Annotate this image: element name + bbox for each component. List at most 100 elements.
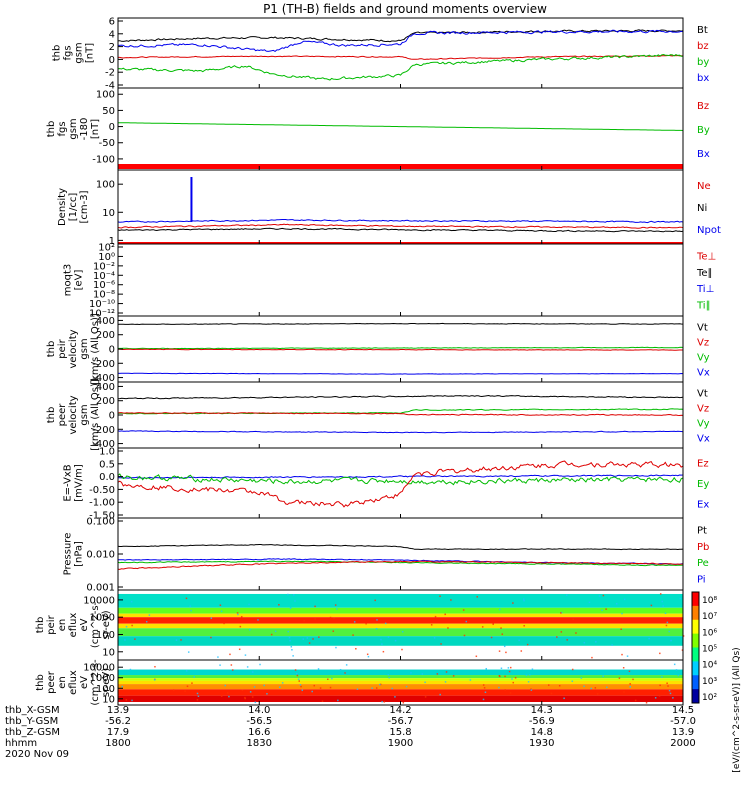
peir_eflux-pixel bbox=[620, 628, 622, 630]
peir_eflux-pixel bbox=[623, 598, 626, 601]
peer_eflux-pixel bbox=[421, 673, 424, 675]
density-legend-1: Ni bbox=[697, 203, 707, 214]
peir_eflux-ylabel-line: peir bbox=[46, 614, 57, 634]
fgs-legend-2: by bbox=[697, 57, 709, 68]
peir_eflux-pixel bbox=[257, 619, 259, 621]
peir_eflux-pixel bbox=[314, 605, 316, 608]
fgs-ylabel-line: thb bbox=[52, 45, 63, 62]
peer_eflux-pixel bbox=[387, 674, 390, 676]
peer_eflux-pixel bbox=[583, 685, 585, 688]
peir_eflux-pixel bbox=[318, 636, 320, 638]
peer_eflux-band bbox=[118, 669, 683, 676]
efield-ytick-label: -1.50 bbox=[89, 511, 115, 522]
efield-ytick-label: 1.0 bbox=[99, 447, 115, 458]
peir_eflux-pixel bbox=[475, 655, 478, 658]
pressure-series-pb bbox=[117, 560, 684, 570]
peir_eflux-pixel bbox=[440, 643, 442, 645]
peer_eflux-ytick-label: 10 bbox=[102, 694, 115, 705]
peir_eflux-pixel bbox=[682, 635, 685, 637]
peir_eflux-pixel bbox=[583, 641, 586, 644]
peer_eflux-pixel bbox=[590, 687, 593, 690]
peer_eflux-pixel bbox=[191, 682, 193, 684]
peer_eflux-pixel bbox=[193, 676, 195, 678]
peer_eflux-band bbox=[118, 680, 683, 685]
footer-label-x: thb_X-GSM bbox=[5, 705, 60, 716]
peer_eflux-pixel bbox=[219, 664, 221, 666]
peer_eflux-pixel bbox=[184, 690, 186, 692]
peer_eflux-pixel bbox=[628, 670, 631, 673]
peir_eflux-pixel bbox=[289, 607, 292, 609]
peer_eflux-pixel bbox=[550, 692, 553, 695]
fgs_dsl-ylabel: thbfgsgsm-180[nT] bbox=[46, 118, 101, 141]
fgs_dsl-ytick-label: -100 bbox=[92, 154, 115, 165]
footer-value: -57.0 bbox=[670, 716, 696, 727]
peer_eflux-ylabel-line: en bbox=[57, 676, 68, 689]
colorbar-label: [eV/(cm^2-s-sr-eV)] (All Qs) bbox=[732, 647, 742, 772]
peer_eflux-pixel bbox=[231, 669, 234, 671]
peir_eflux-pixel bbox=[131, 624, 133, 627]
peer_eflux-pixel bbox=[424, 681, 426, 684]
peer_eflux-pixel bbox=[484, 691, 487, 694]
peir_eflux-pixel bbox=[588, 601, 591, 604]
peer_eflux-pixel bbox=[452, 675, 455, 677]
peer_eflux-pixel bbox=[299, 684, 302, 686]
fgs-ytick-label: 2 bbox=[109, 42, 115, 53]
peer_eflux-pixel bbox=[672, 697, 674, 699]
peer_eflux-pixel bbox=[125, 699, 128, 701]
density-series-ne bbox=[117, 223, 684, 229]
peer_eflux-pixel bbox=[266, 693, 268, 695]
peir_eflux-band bbox=[118, 623, 683, 629]
peer_eflux-pixel bbox=[410, 672, 412, 674]
peer_vel-legend-0: Vt bbox=[697, 389, 708, 400]
peer_eflux-pixel bbox=[469, 679, 472, 681]
peir_eflux-pixel bbox=[217, 656, 219, 658]
efield-series-ez bbox=[117, 460, 684, 508]
peer_eflux-pixel bbox=[632, 678, 634, 681]
footer-value: 13.9 bbox=[672, 727, 694, 738]
peir_eflux-pixel bbox=[306, 637, 309, 639]
temps-ylabel-line: moqt3 bbox=[63, 264, 74, 297]
peer_eflux-pixel bbox=[319, 687, 322, 689]
peir_eflux-pixel bbox=[291, 649, 293, 651]
peer_eflux-pixel bbox=[131, 699, 133, 702]
peir_vel-ylabel-line: gsm bbox=[79, 338, 90, 359]
density-ylabel-line: Density bbox=[57, 188, 68, 226]
pressure-frame bbox=[117, 517, 684, 591]
footer-value: -56.2 bbox=[105, 716, 131, 727]
plot-title: P1 (TH-B) fields and ground moments over… bbox=[263, 2, 547, 16]
fgs-ytick-label: 6 bbox=[109, 17, 115, 28]
peer_eflux-pixel bbox=[402, 701, 405, 704]
colorbar-tick-label: 10⁵ bbox=[702, 645, 717, 655]
peer_eflux-pixel bbox=[345, 664, 348, 666]
peer_eflux-pixel bbox=[424, 696, 427, 698]
footer-value: 14.3 bbox=[531, 705, 553, 716]
peir_eflux-pixel bbox=[292, 655, 294, 657]
peir_eflux-pixel bbox=[499, 608, 501, 611]
peir_eflux-pixel bbox=[566, 639, 568, 641]
peir_eflux-pixel bbox=[287, 593, 289, 596]
fgs-ytick-label: -4 bbox=[105, 81, 115, 92]
peir_eflux-pixel bbox=[665, 624, 668, 627]
peir_eflux-pixel bbox=[380, 638, 382, 641]
footer-value: 1800 bbox=[105, 738, 130, 749]
peir_eflux-pixel bbox=[501, 633, 504, 635]
peir_eflux-pixel bbox=[148, 614, 151, 616]
peir_eflux-ytick-label: 100 bbox=[96, 630, 115, 641]
peir_eflux-pixel bbox=[465, 620, 468, 623]
peer_eflux-pixel bbox=[594, 687, 597, 689]
colorbar-segment bbox=[692, 619, 699, 635]
peer_eflux-pixel bbox=[618, 677, 621, 679]
peer_eflux-pixel bbox=[228, 695, 230, 698]
peer_vel-ytick-label: -400 bbox=[92, 439, 115, 450]
peir_eflux-pixel bbox=[520, 650, 523, 652]
peir_eflux-pixel bbox=[575, 632, 577, 634]
peir_eflux-pixel bbox=[556, 636, 558, 638]
peer_eflux-pixel bbox=[527, 681, 530, 683]
peer_eflux-pixel bbox=[436, 673, 439, 675]
peir_eflux-pixel bbox=[289, 639, 291, 642]
peir_eflux-pixel bbox=[450, 599, 452, 601]
peir_eflux-pixel bbox=[394, 639, 397, 642]
peir_eflux-pixel bbox=[374, 599, 376, 602]
peer_eflux-pixel bbox=[498, 675, 501, 677]
